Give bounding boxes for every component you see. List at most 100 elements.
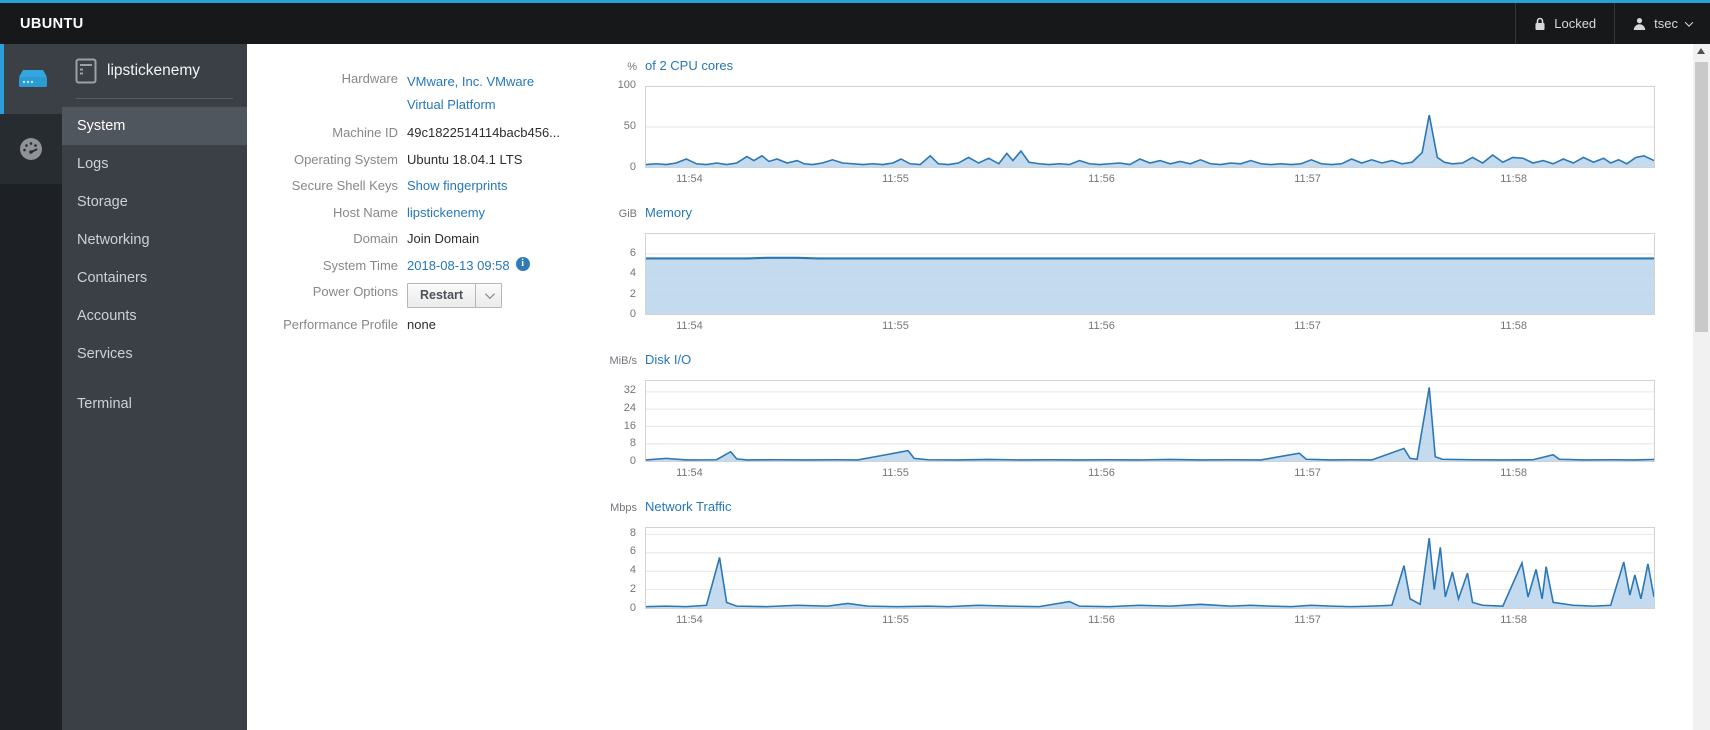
sidebar-item-label: Services bbox=[77, 346, 133, 362]
x-tick-label: 11:57 bbox=[1294, 173, 1321, 185]
y-tick-label: 32 bbox=[623, 384, 636, 397]
info-row-operating-system: Operating System Ubuntu 18.04.1 LTS bbox=[265, 151, 601, 170]
x-tick-label: 11:56 bbox=[1088, 173, 1115, 185]
y-tick-label: 6 bbox=[629, 545, 636, 558]
nav-dashboard-button[interactable] bbox=[0, 114, 62, 184]
field-label: Host Name bbox=[332, 204, 398, 220]
value-system-time[interactable]: 2018-08-13 09:58 bbox=[407, 257, 510, 273]
sidebar-item-networking[interactable]: Networking bbox=[62, 221, 247, 259]
field-label: Machine ID bbox=[332, 125, 398, 140]
memory-plot-area bbox=[645, 233, 1655, 315]
field-label: Performance Profile bbox=[283, 317, 398, 332]
value-machine-id: 49c1822514114bacb456... bbox=[407, 125, 561, 140]
info-row-system-time: System Time 2018-08-13 09:58 i bbox=[265, 256, 601, 276]
x-tick-label: 11:57 bbox=[1294, 614, 1321, 626]
sidebar: lipstickenemy System Logs Storage Networkin… bbox=[62, 44, 247, 730]
power-options-caret-button[interactable] bbox=[475, 283, 503, 308]
divider bbox=[76, 98, 233, 99]
value-power-options: Restart bbox=[407, 283, 503, 308]
value-host-name[interactable]: lipstickenemy bbox=[407, 204, 486, 220]
memory-chart: GiB Memory 6 4 2 0 11:54 11:55 11:56 11:57 11:58 bbox=[590, 205, 1665, 333]
field-label: Secure Shell Keys bbox=[291, 178, 398, 193]
user-icon bbox=[1633, 18, 1646, 30]
sidebar-item-containers[interactable]: Containers bbox=[62, 259, 247, 297]
topbar: UBUNTU Locked tsec bbox=[0, 0, 1710, 44]
dashboard-icon bbox=[20, 138, 42, 160]
info-icon[interactable]: i bbox=[515, 256, 530, 271]
y-tick-label: 8 bbox=[629, 437, 636, 450]
lock-icon bbox=[1535, 17, 1545, 30]
chart-unit-label: GiB bbox=[618, 208, 637, 220]
y-tick-label: 0 bbox=[629, 161, 636, 173]
x-tick-label: 11:55 bbox=[882, 614, 909, 626]
info-row-power-options: Power Options Restart bbox=[265, 283, 601, 308]
info-row-hardware: Hardware VMware, Inc. VMware Virtual Plat… bbox=[265, 70, 601, 116]
x-tick-label: 11:57 bbox=[1294, 320, 1321, 332]
cpu-plot-area bbox=[645, 86, 1655, 168]
network-traffic-chart-title-link[interactable]: Network Traffic bbox=[645, 499, 732, 514]
y-tick-label: 0 bbox=[629, 602, 636, 614]
value-hardware[interactable]: VMware, Inc. VMware Virtual Platform bbox=[407, 74, 535, 112]
y-tick-label: 2 bbox=[629, 287, 636, 300]
value-secure-shell-keys[interactable]: Show fingerprints bbox=[407, 178, 508, 193]
x-tick-label: 11:58 bbox=[1500, 320, 1527, 332]
nav-host-button[interactable] bbox=[0, 44, 62, 114]
x-tick-label: 11:55 bbox=[882, 320, 909, 332]
x-tick-label: 11:54 bbox=[676, 320, 703, 332]
cpu-chart: % of 2 CPU cores 100 50 0 11:54 11:55 11:56 11:5… bbox=[590, 58, 1665, 186]
cpu-chart-title-link[interactable]: of 2 CPU cores bbox=[645, 58, 734, 73]
chevron-down-icon bbox=[1684, 17, 1694, 27]
field-label: Power Options bbox=[312, 284, 398, 299]
field-label: System Time bbox=[322, 257, 398, 273]
sidebar-item-label: Terminal bbox=[77, 396, 132, 412]
disk-io-chart-title-link[interactable]: Disk I/O bbox=[645, 352, 692, 367]
locked-button[interactable]: Locked bbox=[1515, 3, 1614, 44]
system-info-panel: Hardware VMware, Inc. VMware Virtual Plat… bbox=[265, 70, 601, 343]
x-tick-label: 11:58 bbox=[1500, 614, 1527, 626]
info-row-secure-shell-keys: Secure Shell Keys Show fingerprints bbox=[265, 177, 601, 196]
x-tick-label: 11:58 bbox=[1500, 467, 1527, 479]
x-tick-label: 11:56 bbox=[1088, 467, 1115, 479]
sidebar-item-system[interactable]: System bbox=[62, 107, 247, 145]
value-performance-profile: none bbox=[407, 317, 436, 332]
x-tick-label: 11:54 bbox=[676, 614, 703, 626]
scrollbar-thumb[interactable] bbox=[1695, 62, 1708, 332]
sidebar-item-terminal[interactable]: Terminal bbox=[62, 385, 247, 423]
restart-button[interactable]: Restart bbox=[407, 283, 477, 308]
chart-unit-label: MiB/s bbox=[609, 355, 638, 367]
info-row-performance-profile: Performance Profile none bbox=[265, 316, 601, 335]
y-tick-label: 100 bbox=[617, 79, 636, 91]
y-tick-label: 16 bbox=[623, 419, 636, 432]
y-tick-label: 50 bbox=[623, 120, 636, 132]
scrollbar[interactable] bbox=[1693, 44, 1710, 730]
chart-unit-label: % bbox=[627, 61, 637, 73]
x-tick-label: 11:54 bbox=[676, 467, 703, 479]
user-menu[interactable]: tsec bbox=[1614, 3, 1710, 44]
y-tick-label: 4 bbox=[629, 564, 636, 577]
x-tick-label: 11:56 bbox=[1088, 614, 1115, 626]
locked-label: Locked bbox=[1554, 16, 1597, 31]
scroll-up-arrow-icon[interactable] bbox=[1697, 48, 1705, 54]
sidebar-item-label: Storage bbox=[77, 194, 128, 210]
field-label: Operating System bbox=[293, 151, 398, 167]
sidebar-item-logs[interactable]: Logs bbox=[62, 145, 247, 183]
value-domain: Join Domain bbox=[407, 231, 480, 246]
host-selector[interactable]: lipstickenemy bbox=[62, 44, 247, 98]
memory-chart-title-link[interactable]: Memory bbox=[645, 205, 692, 220]
chevron-down-icon bbox=[485, 288, 495, 299]
y-tick-label: 0 bbox=[629, 455, 636, 467]
x-tick-label: 11:55 bbox=[882, 173, 909, 185]
nav-rail bbox=[0, 44, 62, 730]
x-tick-label: 11:54 bbox=[676, 173, 703, 185]
network-traffic-chart: Mbps Network Traffic 8 6 4 2 0 11:54 11:55 11:56 1… bbox=[590, 499, 1665, 627]
x-tick-label: 11:56 bbox=[1088, 320, 1115, 332]
main-content: Hardware VMware, Inc. VMware Virtual Plat… bbox=[247, 44, 1693, 730]
y-tick-label: 4 bbox=[629, 267, 636, 279]
sidebar-item-services[interactable]: Services bbox=[62, 335, 247, 373]
server-icon bbox=[19, 70, 47, 87]
value-operating-system: Ubuntu 18.04.1 LTS bbox=[407, 151, 523, 167]
sidebar-item-label: System bbox=[77, 118, 126, 134]
sidebar-item-accounts[interactable]: Accounts bbox=[62, 297, 247, 335]
user-name: tsec bbox=[1654, 16, 1678, 31]
sidebar-item-storage[interactable]: Storage bbox=[62, 183, 247, 221]
